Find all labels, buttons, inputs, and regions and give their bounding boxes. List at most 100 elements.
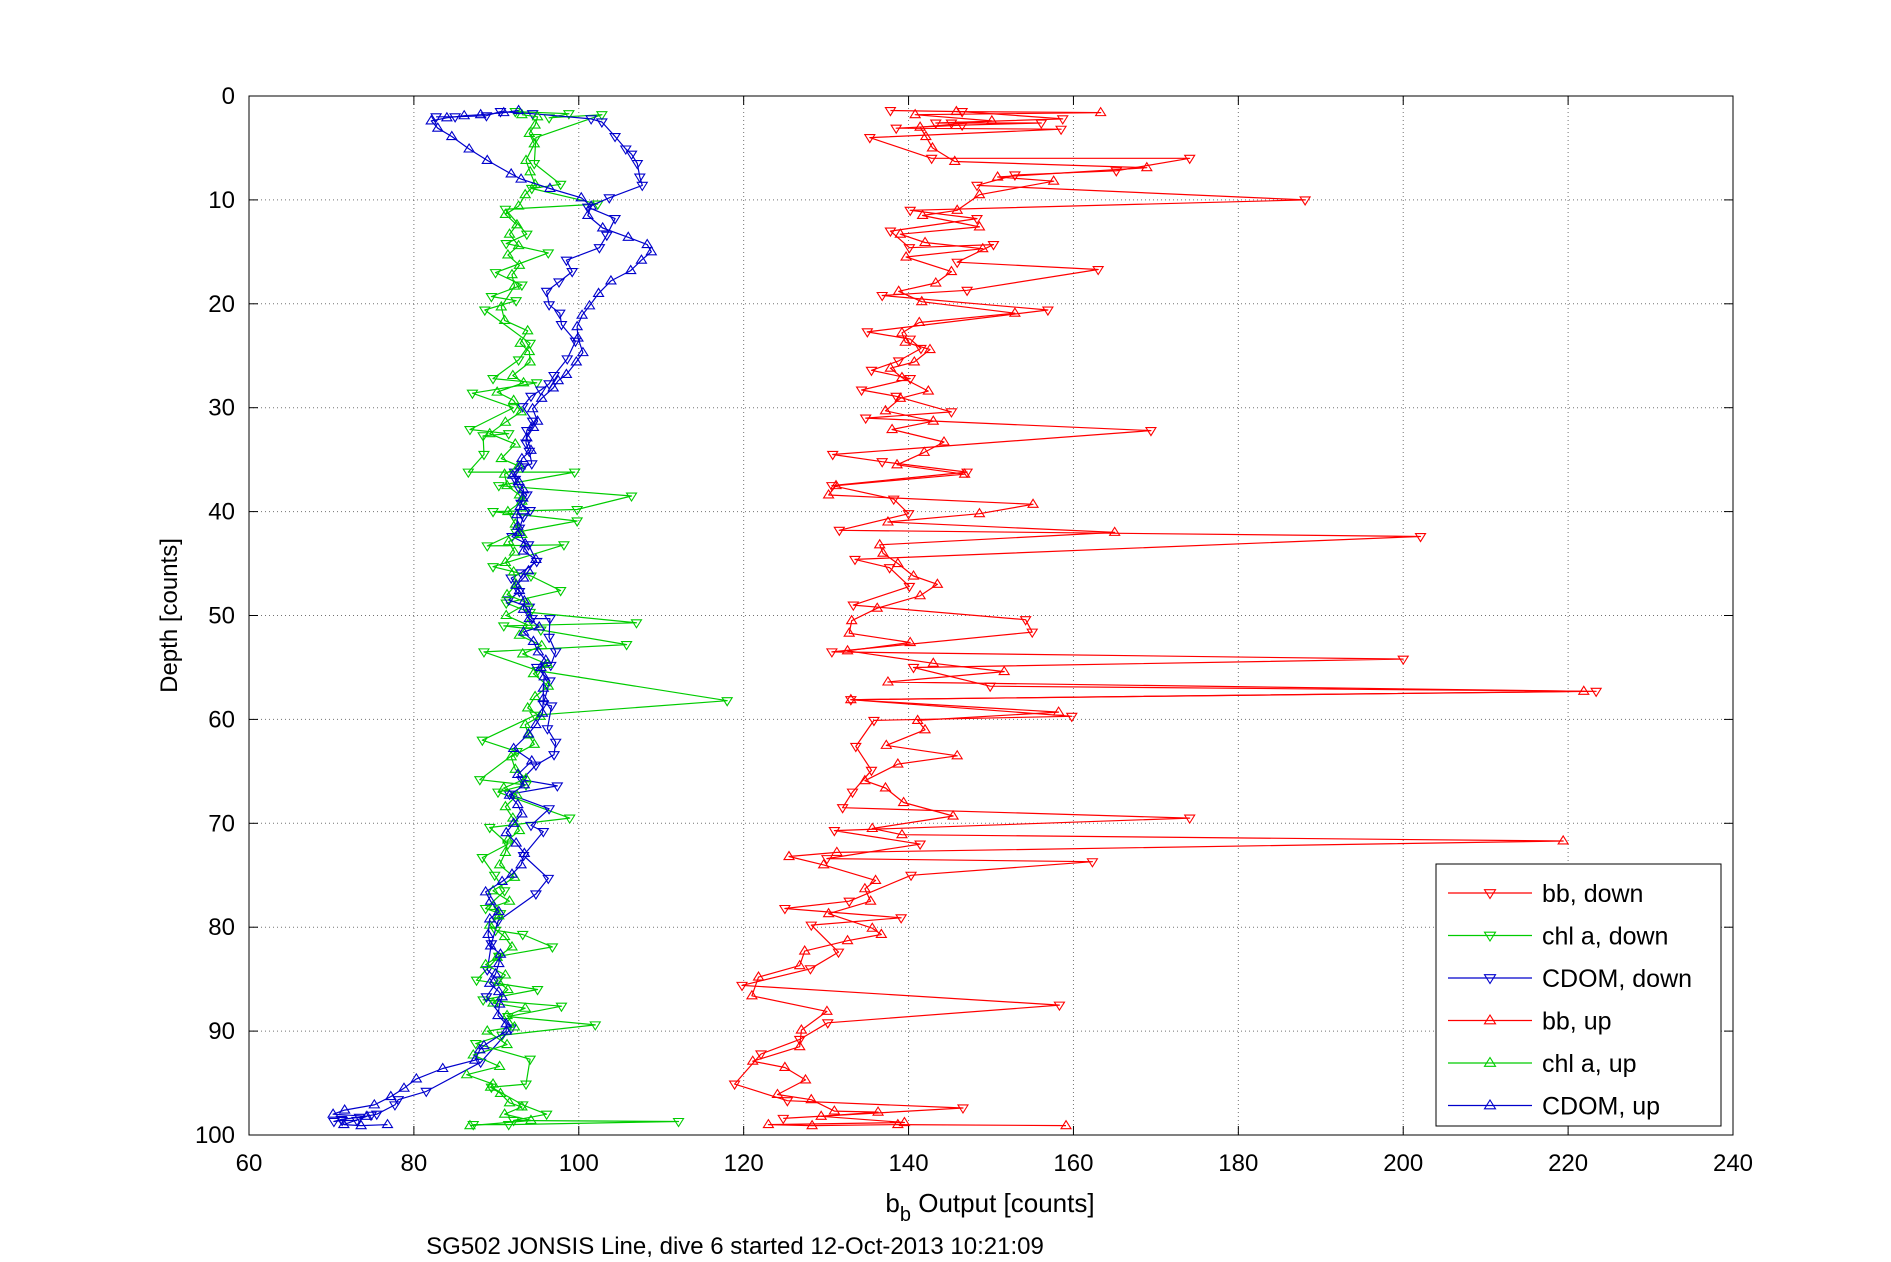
data-point — [560, 256, 573, 267]
data-point — [483, 427, 496, 438]
data-point — [458, 109, 471, 120]
data-point — [502, 430, 515, 440]
data-point — [956, 1104, 969, 1115]
series-bb-down — [728, 106, 1603, 1125]
legend-marker — [1483, 889, 1497, 900]
data-point — [524, 339, 537, 350]
data-point — [500, 1025, 513, 1035]
data-point — [492, 957, 505, 968]
series-cdom-up — [327, 104, 658, 1130]
data-point — [519, 537, 532, 548]
data-point — [909, 108, 922, 119]
data-point — [483, 823, 496, 834]
data-point — [805, 1093, 818, 1104]
data-point — [489, 967, 502, 978]
data-point — [543, 805, 556, 815]
data-point — [517, 626, 530, 636]
data-point — [534, 626, 547, 637]
legend-marker — [1483, 1056, 1497, 1067]
data-point — [846, 788, 859, 799]
data-point — [445, 130, 458, 141]
data-point — [489, 269, 502, 279]
data-point — [440, 111, 453, 122]
data-point — [420, 1087, 433, 1098]
data-point — [492, 482, 505, 492]
data-point — [499, 205, 512, 216]
data-point — [826, 450, 839, 461]
data-point — [841, 934, 854, 945]
data-point — [492, 985, 505, 996]
data-point — [529, 119, 542, 129]
series-line — [466, 114, 549, 1127]
data-point — [895, 828, 908, 839]
data-point — [425, 114, 438, 125]
data-point — [530, 663, 543, 674]
data-point — [487, 997, 500, 1007]
data-point — [918, 446, 931, 456]
data-point — [641, 238, 654, 249]
legend-marker — [1483, 1098, 1497, 1110]
data-point — [494, 1087, 507, 1097]
data-point — [1092, 265, 1105, 276]
x-tick-label: 100 — [559, 1150, 599, 1177]
data-point — [484, 939, 497, 950]
data-point — [897, 796, 910, 807]
data-point — [1414, 532, 1427, 543]
data-point — [900, 251, 913, 261]
data-point — [528, 159, 541, 170]
data-point — [514, 500, 527, 510]
data-point — [327, 1108, 340, 1118]
data-point — [1053, 1001, 1066, 1012]
data-point — [625, 492, 638, 503]
data-point — [526, 402, 539, 413]
data-point — [463, 1119, 476, 1130]
data-point — [561, 355, 574, 365]
data-point — [919, 130, 932, 141]
data-point — [430, 113, 443, 123]
data-point — [497, 622, 510, 632]
data-point — [534, 661, 547, 671]
data-point — [793, 959, 806, 970]
data-point — [799, 1073, 812, 1084]
data-point — [503, 789, 516, 799]
data-point — [817, 858, 830, 869]
data-point — [514, 459, 527, 470]
data-point — [604, 274, 617, 285]
legend-item: bb, down — [1448, 880, 1643, 908]
data-point — [890, 124, 903, 135]
data-point — [793, 1035, 806, 1046]
data-point — [481, 1025, 494, 1035]
legend-item: CDOM, up — [1448, 1093, 1660, 1121]
data-point — [513, 259, 526, 269]
data-point — [541, 725, 554, 735]
data-point — [619, 145, 632, 156]
data-point — [881, 675, 894, 686]
data-point — [507, 404, 520, 414]
data-point — [517, 572, 530, 582]
data-point — [521, 324, 534, 335]
data-point — [576, 309, 589, 319]
data-point — [512, 356, 525, 366]
data-point — [515, 858, 528, 869]
data-point — [523, 345, 536, 356]
data-point — [501, 1009, 514, 1020]
data-point — [861, 328, 874, 338]
data-point — [499, 968, 512, 979]
data-point — [914, 121, 927, 131]
data-point — [636, 181, 649, 192]
data-point — [507, 742, 520, 753]
data-point — [477, 1039, 490, 1050]
x-tick-label: 200 — [1383, 1150, 1423, 1177]
data-point — [894, 392, 907, 402]
data-point — [1110, 167, 1123, 177]
data-point — [1140, 161, 1153, 172]
data-point — [624, 264, 637, 275]
data-point — [1590, 687, 1603, 698]
data-point — [892, 357, 905, 367]
series-line — [332, 109, 652, 1127]
x-tick-label: 120 — [724, 1150, 764, 1177]
y-tick-label: 50 — [208, 603, 235, 630]
data-point — [1052, 706, 1065, 716]
legend-marker — [1483, 931, 1497, 943]
